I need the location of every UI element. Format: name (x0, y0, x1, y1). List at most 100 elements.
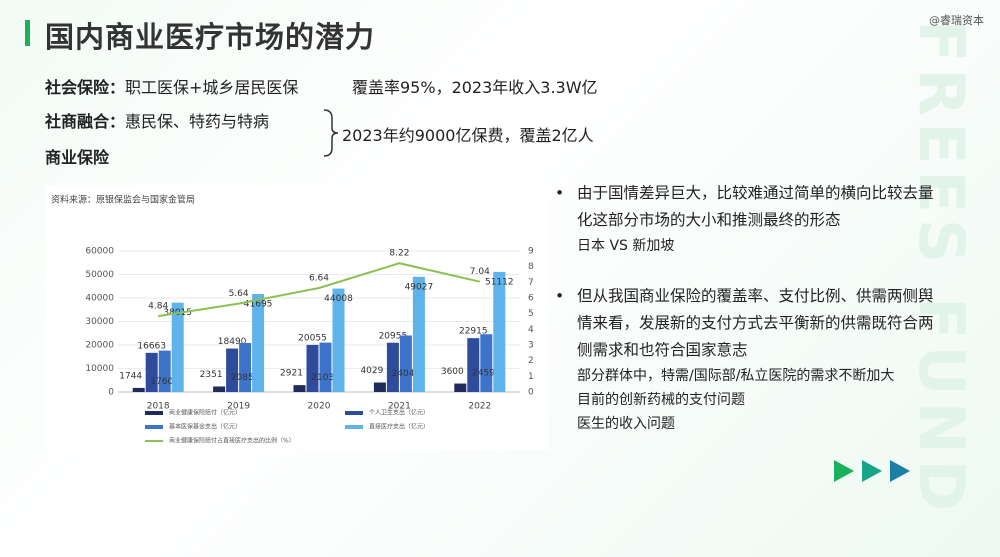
chart: 资料来源：原银保监会与国家金管局 01000020000300004000050… (51, 194, 534, 445)
y2-tick-label: 6 (528, 294, 534, 304)
data-label: 20955 (379, 331, 408, 341)
data-label: 4029 (360, 366, 383, 376)
bar (171, 302, 184, 392)
bullet-sub: 部分群体中，特需/国际部/私立医院的需求不断加大 (577, 368, 895, 384)
bar (373, 382, 386, 392)
watermark: @睿瑞资本 (929, 14, 984, 27)
bar (239, 342, 252, 392)
bar (213, 386, 226, 392)
bullet-sub: 医生的收入问题 (577, 416, 675, 432)
summary-row: 社商融合：惠民保、特药与特病 (45, 108, 269, 132)
bar (158, 350, 171, 392)
row-label: 社会保险： (45, 78, 126, 97)
data-label: 1744 (119, 371, 142, 381)
chart-panel: 资料来源：原银保监会与国家金管局 0 10000 20000 30000 40000 50… (45, 185, 548, 450)
summary-row: 商业保险 (45, 144, 109, 168)
slide-title: 国内商业医疗市场的潜力 (45, 20, 376, 54)
data-label: 44008 (324, 294, 353, 304)
row-note: 覆盖率95%，2023年收入3.3W亿 (352, 78, 598, 97)
data-label: 24043 (392, 369, 421, 379)
y2-tick-label: 7 (528, 278, 534, 288)
legend-swatch (145, 411, 163, 415)
data-label: 5.64 (229, 289, 249, 299)
data-label: 2351 (200, 370, 223, 380)
y2-tick-label: 0 (528, 388, 534, 398)
legend-label: 商业健康保险赔付占直接医疗支出的比例（%） (169, 437, 295, 445)
bullet: 但从我国商业保险的覆盖率、支付比例、供需两侧舆情来看，发展新的支付方式去平衡新的… (555, 283, 945, 436)
x-tick-label: 2022 (468, 402, 491, 412)
y-tick-label: 40000 (85, 294, 114, 304)
data-label: 20055 (298, 333, 327, 343)
data-label: 18490 (218, 337, 247, 347)
y-tick-label: 10000 (85, 364, 114, 374)
data-label: 49027 (405, 282, 434, 292)
data-label: 20854 (231, 373, 260, 383)
y-tick-label: 60000 (85, 247, 114, 257)
x-tick-label: 2021 (388, 402, 411, 412)
data-label: 3600 (441, 367, 464, 377)
bullet-sub: 日本 VS 新加坡 (577, 238, 675, 254)
data-label: 6.64 (309, 273, 329, 283)
data-label: 21032 (311, 373, 340, 383)
legend-label: 直接医疗支出（亿元） (369, 423, 429, 431)
row-label: 社商融合： (45, 112, 126, 131)
row-text: 惠民保、特药与特病 (125, 112, 270, 131)
summary-row: 社会保险：职工医保+城乡居民医保 (45, 74, 298, 98)
bar (132, 387, 145, 392)
bar (480, 334, 493, 392)
legend-swatch (345, 411, 363, 415)
y2-tick-label: 2 (528, 356, 534, 366)
data-label: 7.04 (470, 267, 490, 277)
bar (493, 271, 506, 392)
row-text: 职工医保+城乡居民医保 (125, 78, 299, 97)
bullet-text: 但从我国商业保险的覆盖率、支付比例、供需两侧舆情来看，发展新的支付方式去平衡新的… (555, 283, 945, 364)
legend-label: 基本医保基金支出（亿元） (169, 423, 241, 431)
bar (252, 294, 265, 392)
legend-label: 商业健康保险赔付（亿元） (169, 409, 241, 417)
y2-tick-label: 8 (528, 262, 534, 272)
line-series (158, 262, 481, 318)
data-label: 4.84 (148, 302, 168, 312)
y-tick-label: 30000 (85, 317, 114, 327)
legend-label: 个人卫生支出（亿元） (369, 409, 429, 417)
arrows-decoration (834, 460, 910, 482)
bar (399, 335, 412, 392)
y-tick-label: 0 (108, 388, 114, 398)
title-accent (25, 20, 30, 46)
bar (454, 383, 467, 392)
x-tick-label: 2019 (227, 402, 250, 412)
data-label: 17608 (150, 377, 179, 387)
data-label: 51112 (485, 277, 514, 287)
bullet: 由于国情差异巨大，比较难通过简单的横向比较去量化这部分市场的大小和推测最终的形态… (555, 180, 945, 258)
bar (332, 288, 345, 392)
bar (386, 342, 399, 392)
side-watermark: FREES FUND (905, 20, 978, 518)
bar (226, 348, 239, 392)
bar (145, 352, 158, 392)
bullet-sub: 目前的创新药械的支付问题 (577, 392, 745, 408)
data-label: 24597 (472, 369, 501, 379)
chart-source: 资料来源：原银保监会与国家金管局 (51, 194, 195, 206)
data-label: 16663 (137, 341, 166, 351)
y2-tick-label: 9 (528, 247, 534, 257)
y2-tick-label: 4 (528, 325, 534, 335)
legend-swatch (345, 425, 363, 429)
y2-tick-label: 3 (528, 341, 534, 351)
y-tick-label: 20000 (85, 341, 114, 351)
data-label: 41695 (244, 300, 273, 310)
brace (323, 109, 339, 157)
x-tick-label: 2018 (147, 402, 170, 412)
brace-note: 2023年约9000亿保费，覆盖2亿人 (342, 126, 594, 145)
bar (293, 385, 306, 392)
y-tick-label: 50000 (85, 270, 114, 280)
data-label: 2921 (280, 369, 303, 379)
bar (412, 276, 425, 392)
row-label: 商业保险 (45, 148, 110, 167)
legend-swatch (145, 425, 163, 429)
bar (319, 342, 332, 392)
bar (467, 338, 480, 392)
bar (306, 344, 319, 392)
bullet-text: 由于国情差异巨大，比较难通过简单的横向比较去量化这部分市场的大小和推测最终的形态 (555, 180, 945, 234)
y2-tick-label: 5 (528, 309, 534, 319)
